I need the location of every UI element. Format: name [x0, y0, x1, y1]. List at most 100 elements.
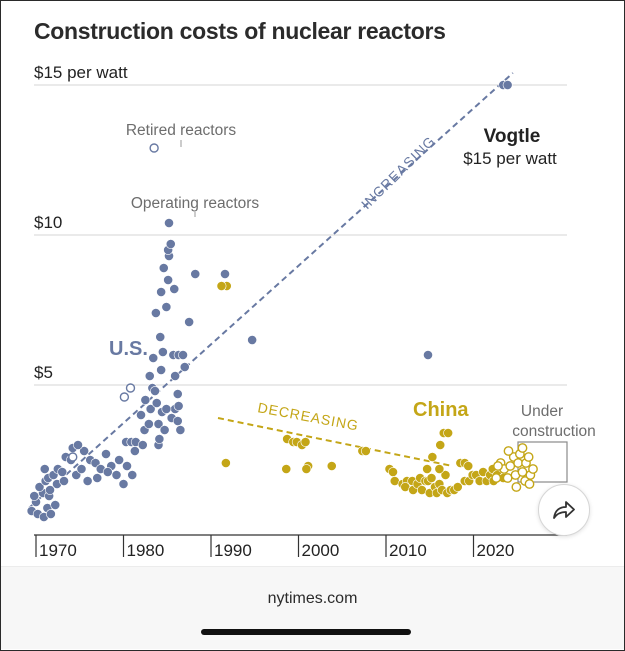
data-point-u-s [155, 332, 166, 342]
data-point-u-s [423, 350, 433, 360]
data-point-u-s [114, 455, 125, 465]
data-point-u-s [118, 479, 129, 489]
data-point-under-construction [524, 479, 535, 489]
data-point-vogtle [502, 80, 513, 90]
data-point-retired-reactors [125, 383, 136, 393]
y-tick-label: $15 per watt [34, 63, 128, 82]
x-tick-label: 2000 [302, 541, 340, 560]
us-label: U.S. [109, 338, 148, 360]
data-point-under-construction [505, 461, 516, 471]
home-indicator [201, 629, 411, 635]
x-tick-label: 1990 [214, 541, 252, 560]
data-point-under-construction [491, 473, 502, 483]
data-point-u-s [127, 470, 138, 480]
x-tick-label: 2010 [389, 541, 427, 560]
data-point-under-construction [503, 446, 514, 456]
data-point-china [463, 461, 474, 471]
data-point-u-s [29, 491, 40, 501]
data-point-u-s [101, 449, 111, 459]
data-point-u-s [169, 284, 180, 294]
data-point-u-s [79, 446, 90, 456]
data-point-u-s [156, 287, 167, 297]
data-point-under-construction [511, 482, 522, 492]
data-point-u-s [164, 218, 174, 228]
trend-line-increasing [28, 72, 514, 509]
data-point-u-s [102, 467, 113, 477]
data-point-u-s [45, 485, 55, 495]
data-point-u-s [179, 362, 190, 372]
x-tick-label: 1970 [39, 541, 77, 560]
vogtle-label: Vogtle [484, 126, 541, 147]
data-point-u-s [140, 395, 151, 405]
under-construction-label: Under [521, 403, 563, 420]
data-point-u-s [159, 425, 170, 435]
data-point-u-s [137, 440, 148, 450]
data-point-u-s [92, 473, 103, 483]
data-point-u-s [76, 464, 87, 474]
data-point-u-s [170, 371, 181, 381]
data-point-retired-reactors [68, 452, 78, 462]
source-link[interactable]: nytimes.com [267, 590, 358, 607]
data-point-under-construction [517, 467, 528, 477]
data-point-u-s [173, 401, 184, 411]
retired-reactors-label: Retired reactors [126, 122, 237, 139]
data-point-u-s [163, 275, 174, 285]
chart-svg: $5 $10 $15 per watt 1970 1980 1990 2000 2010 202… [26, 63, 596, 560]
data-point-u-s [172, 389, 183, 399]
data-point-u-s [156, 365, 167, 375]
data-point-u-s [73, 440, 83, 450]
data-point-u-s [157, 347, 168, 357]
data-point-u-s [158, 263, 169, 273]
data-point-u-s [172, 416, 183, 426]
data-point-u-s [161, 302, 172, 312]
data-point-china [440, 470, 451, 480]
data-point-retired-reactors [149, 143, 159, 153]
data-point-u-s [150, 308, 161, 318]
increasing-label: INCREASING [358, 133, 438, 212]
data-point-under-construction [513, 458, 524, 468]
footer-band [1, 566, 624, 649]
data-point-u-s [151, 398, 162, 408]
operating-reactors-label: Operating reactors [131, 195, 260, 212]
data-point-u-s [143, 419, 154, 429]
data-point-china [326, 461, 337, 471]
data-point-under-construction [493, 461, 503, 471]
vogtle-value-label: $15 per watt [463, 149, 557, 168]
data-point-china [300, 437, 311, 447]
data-point-china [452, 482, 463, 492]
data-point-under-construction [523, 452, 534, 462]
data-point-u-s [45, 509, 56, 519]
share-button[interactable] [538, 484, 590, 536]
data-point-u-s [57, 467, 68, 477]
y-tick-label: $5 [34, 363, 53, 382]
data-point-china [220, 458, 231, 468]
data-point-china [216, 281, 227, 291]
data-point-u-s [34, 482, 45, 492]
data-point-u-s [161, 404, 172, 414]
data-point-u-s [150, 386, 160, 396]
data-point-china [422, 464, 433, 474]
x-tick-label: 2020 [477, 541, 515, 560]
data-point-under-construction [517, 443, 528, 453]
data-point-u-s [175, 425, 186, 435]
data-point-u-s [144, 371, 155, 381]
data-point-china [360, 446, 371, 456]
data-point-u-s [145, 404, 156, 414]
data-point-under-construction [528, 464, 538, 474]
data-point-china [427, 452, 438, 462]
y-tick-label: $10 [34, 213, 62, 232]
share-arrow-icon [553, 501, 575, 519]
data-point-china [435, 440, 446, 450]
data-point-u-s [220, 269, 230, 279]
data-point-china [281, 464, 292, 474]
x-tick-label: 1980 [127, 541, 165, 560]
data-point-u-s [165, 239, 176, 249]
data-point-u-s [111, 470, 122, 480]
data-point-china [301, 464, 312, 474]
data-point-u-s [129, 446, 140, 456]
data-point-u-s [136, 410, 146, 420]
data-point-china [434, 464, 445, 474]
data-point-china [388, 467, 398, 477]
data-point-u-s [59, 476, 69, 486]
data-point-china [426, 473, 437, 483]
